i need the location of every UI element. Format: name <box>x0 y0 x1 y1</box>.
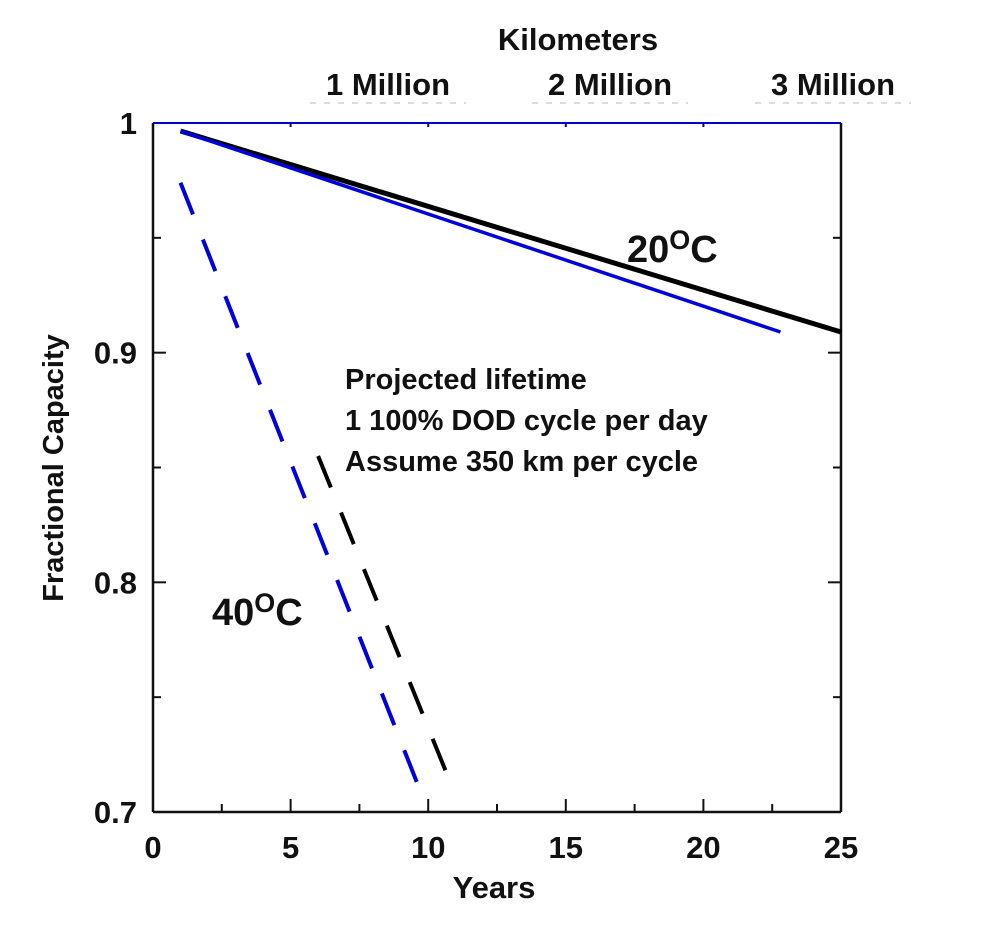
top-tick-label-3: 3 Million <box>771 67 895 102</box>
label-20c-degree: O <box>669 225 690 255</box>
y-tick-label: 0.9 <box>94 336 137 371</box>
y-tick-label: 0.7 <box>94 795 137 830</box>
projection-note: Projected lifetime 1 100% DOD cycle per … <box>345 364 708 478</box>
label-20c-number: 20 <box>627 229 669 271</box>
x-tick-label: 20 <box>686 830 720 865</box>
x-axis-title: Years <box>453 870 536 905</box>
series-line-40-c-black- <box>316 455 453 783</box>
series-line-20-c-blue- <box>179 129 782 334</box>
label-40c-degree: O <box>254 588 275 618</box>
x-tick-label: 15 <box>549 830 583 865</box>
series-group <box>178 128 842 802</box>
x-tick-label: 10 <box>411 830 445 865</box>
axes-group: 0 5 10 15 20 25 0.7 0.8 0.9 1 <box>94 102 911 865</box>
label-40c-unit: C <box>275 592 302 634</box>
y-tick-label: 0.8 <box>94 565 137 600</box>
top-axis-title: Kilometers <box>498 22 658 57</box>
top-tick-label-1: 1 Million <box>326 67 450 102</box>
series-line-20-c-black- <box>179 128 842 335</box>
x-tick-label: 25 <box>824 830 858 865</box>
top-tick-label-2: 2 Million <box>548 67 672 102</box>
label-20c: 20OC <box>627 225 718 271</box>
label-40c: 40OC <box>212 588 303 634</box>
note-line-1: Projected lifetime <box>345 364 587 396</box>
y-axis-title: Fractional Capacity <box>38 334 70 602</box>
label-20c-unit: C <box>690 229 717 271</box>
x-tick-label: 5 <box>282 830 299 865</box>
y-tick-label: 1 <box>120 106 137 141</box>
x-tick-label: 0 <box>144 830 161 865</box>
label-40c-number: 40 <box>212 592 254 634</box>
note-line-2: 1 100% DOD cycle per day <box>345 405 708 437</box>
labels-group: Kilometers 1 Million 2 Million 3 Million… <box>38 22 895 905</box>
series-line-40-c-blue- <box>178 181 426 802</box>
note-line-3: Assume 350 km per cycle <box>345 446 698 478</box>
